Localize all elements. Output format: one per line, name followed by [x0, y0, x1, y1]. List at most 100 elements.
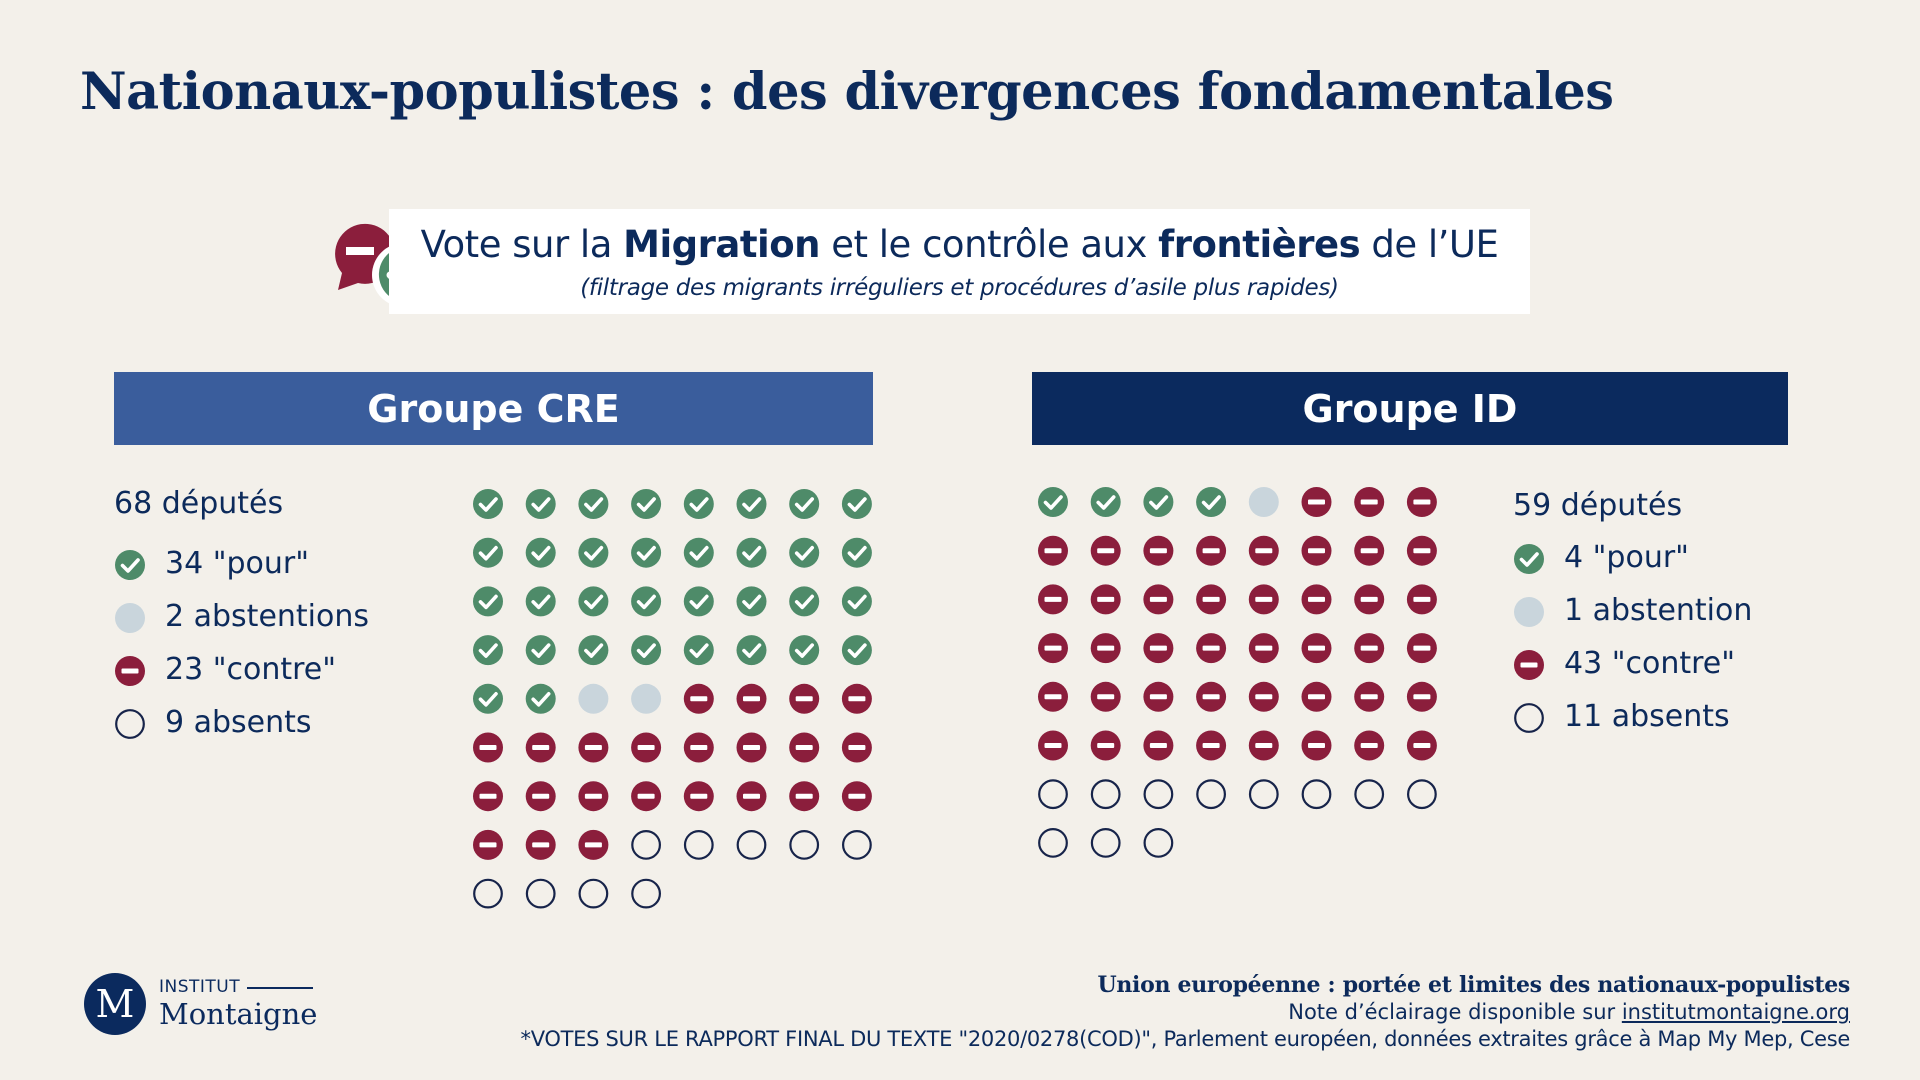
pour-mark: [683, 489, 714, 519]
contre-mark: [631, 781, 662, 812]
logo-institut: INSTITUT: [159, 977, 241, 997]
absent-mark: [1038, 828, 1068, 858]
legend-label: 2 abstentions: [165, 599, 370, 634]
contre-mark: [1406, 730, 1437, 761]
group-cre-header: Groupe CRE: [114, 372, 873, 445]
legend-label: 23 "contre": [165, 652, 337, 687]
absent-mark: [631, 830, 662, 860]
absent-mark: [1143, 828, 1174, 858]
abstention-mark: [578, 683, 609, 714]
contre-mark: [789, 732, 820, 763]
contre-mark: [1248, 730, 1279, 761]
absent-symbol: [115, 709, 145, 739]
contre-mark: [473, 781, 503, 812]
contre-mark: [1406, 633, 1437, 664]
absent-mark: [473, 878, 503, 909]
absent-mark: [1196, 779, 1227, 810]
pour-mark: [631, 537, 662, 568]
contre-mark: [578, 781, 609, 812]
absent-symbol: [1514, 703, 1544, 733]
pour-mark: [473, 635, 503, 666]
contre-mark: [578, 829, 609, 860]
pour-mark: [841, 635, 872, 666]
contre-mark: [841, 683, 872, 714]
page-title: Nationaux-populistes : des divergences f…: [80, 62, 1614, 122]
footer-publication-title: Union européenne : portée et limites des…: [1097, 972, 1850, 998]
pour-mark: [683, 537, 714, 568]
pour-mark: [473, 489, 503, 519]
absent-mark: [683, 830, 714, 860]
pour-mark: [631, 489, 662, 519]
contre-mark: [683, 781, 714, 812]
contre-mark: [1248, 584, 1279, 615]
legend-label: 1 abstention: [1564, 593, 1753, 628]
contre-mark: [1143, 730, 1174, 761]
contre-mark: [1248, 633, 1279, 664]
contre-mark: [578, 732, 609, 763]
contre-mark: [1301, 584, 1332, 615]
contre-mark: [736, 683, 767, 714]
pour-mark: [683, 635, 714, 666]
contre-mark: [1354, 681, 1385, 712]
pour-symbol: [1514, 544, 1544, 574]
contre-mark: [736, 732, 767, 763]
pour-mark: [736, 586, 767, 617]
pour-mark: [841, 489, 872, 519]
contre-mark: [1354, 535, 1385, 566]
absent-mark: [578, 878, 609, 909]
abstention-symbol: [115, 603, 145, 633]
pour-mark: [789, 537, 820, 568]
contre-mark: [1090, 535, 1121, 566]
contre-mark: [1143, 535, 1174, 566]
pour-mark: [525, 537, 556, 568]
contre-mark: [1090, 681, 1121, 712]
footer-link[interactable]: institutmontaigne.org: [1621, 1000, 1850, 1024]
contre-mark: [1038, 681, 1068, 712]
absent-mark: [1248, 779, 1279, 810]
contre-mark: [1354, 730, 1385, 761]
absent-mark: [1407, 779, 1437, 810]
legend-label: 9 absents: [165, 705, 312, 740]
contre-mark: [1406, 487, 1437, 517]
legend-label: 43 "contre": [1564, 646, 1736, 681]
logo-name: Montaigne: [159, 997, 318, 1031]
contre-mark: [525, 829, 556, 860]
pour-mark: [631, 635, 662, 666]
pour-mark: [789, 635, 820, 666]
pour-symbol: [115, 550, 145, 580]
contre-mark: [473, 829, 503, 860]
contre-mark: [789, 683, 820, 714]
pour-mark: [578, 635, 609, 666]
abstention-mark: [1248, 487, 1279, 517]
contre-mark: [841, 781, 872, 812]
contre-mark: [631, 732, 662, 763]
contre-mark: [1248, 681, 1279, 712]
contre-mark: [736, 781, 767, 812]
contre-mark: [683, 732, 714, 763]
pour-mark: [525, 683, 556, 714]
contre-mark: [1248, 535, 1279, 566]
contre-mark: [1354, 487, 1385, 517]
legend-label: 4 "pour": [1564, 540, 1689, 575]
absent-mark: [1143, 779, 1174, 810]
pour-mark: [525, 489, 556, 519]
total-deputes: 59 députés: [1513, 488, 1683, 523]
pour-mark: [578, 586, 609, 617]
absent-icon: [1514, 703, 1544, 733]
abstention-icon: [1514, 597, 1544, 627]
absent-mark: [1301, 779, 1332, 810]
contre-mark: [1406, 681, 1437, 712]
logo-divider: [247, 987, 313, 989]
contre-mark: [1196, 730, 1227, 761]
pour-icon: [115, 550, 145, 580]
pour-mark: [736, 489, 767, 519]
pour-mark: [578, 489, 609, 519]
pour-mark: [1143, 487, 1174, 517]
pour-mark: [631, 586, 662, 617]
contre-mark: [1196, 633, 1227, 664]
contre-mark: [683, 683, 714, 714]
pour-mark: [736, 635, 767, 666]
contre-mark: [1354, 584, 1385, 615]
contre-mark: [1143, 681, 1174, 712]
pour-mark: [473, 683, 503, 714]
